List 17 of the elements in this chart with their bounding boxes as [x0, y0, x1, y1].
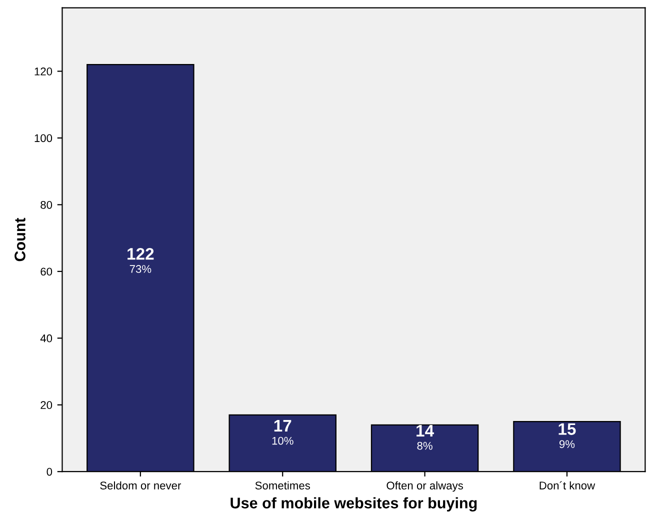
y-tick-label: 0: [46, 468, 52, 476]
x-tick-label: Sometimes: [255, 481, 310, 490]
data-label: 14 8%: [416, 424, 434, 450]
data-label: 15 9%: [558, 423, 576, 448]
x-axis-title: Use of mobile websites for buying: [230, 497, 477, 512]
x-tick-label: Seldom or never: [100, 481, 182, 490]
y-tick-label: 60: [40, 268, 52, 276]
x-tick-label: Often or always: [386, 481, 463, 492]
data-label: 17 10%: [272, 420, 294, 445]
y-tick-label: 40: [40, 334, 52, 342]
y-tick-label: 120: [34, 68, 52, 76]
y-tick-label: 100: [34, 134, 52, 142]
y-tick-label: 20: [40, 401, 52, 410]
y-axis-title: Count: [14, 218, 26, 262]
x-tick-label: Don´t know: [540, 481, 596, 490]
data-label: 122 73%: [128, 248, 154, 273]
y-tick-label: 80: [40, 200, 52, 209]
